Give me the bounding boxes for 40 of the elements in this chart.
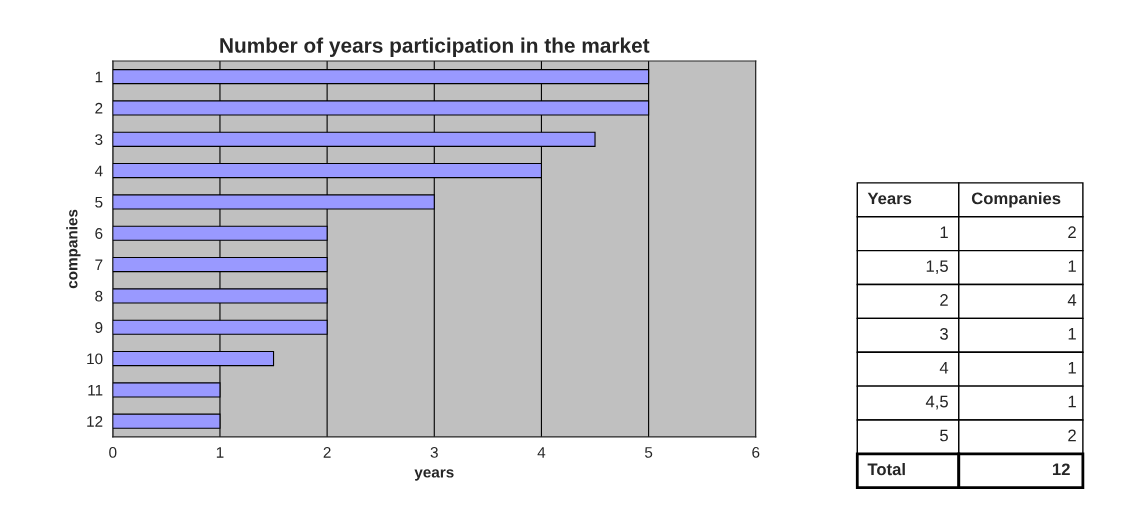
- text: 3: [940, 327, 948, 340]
- text: 1: [1068, 361, 1076, 374]
- y-tick-label: 10: [87, 353, 103, 365]
- text: 1,5: [926, 260, 948, 274]
- y-tick-label: 1: [95, 71, 103, 83]
- x-tick-label: 2: [323, 447, 331, 458]
- text: 1: [1068, 395, 1076, 408]
- y-tick-label: 8: [95, 290, 103, 302]
- x-tick-label: 1: [216, 447, 224, 458]
- x-axis-title: years: [414, 469, 454, 481]
- text: 12: [1052, 463, 1070, 476]
- text: 4,5: [925, 395, 948, 410]
- y-tick-label: 3: [95, 134, 103, 145]
- x-tick-label: 0: [109, 447, 117, 458]
- text: 5: [940, 429, 948, 442]
- x-tick-label: 6: [752, 447, 760, 458]
- y-axis-title: companies: [66, 209, 81, 289]
- x-tick-label: 5: [644, 447, 653, 458]
- text: 1: [1068, 260, 1076, 272]
- y-tick-label: 4: [94, 165, 103, 177]
- text: 1: [940, 226, 948, 238]
- y-tick-label: 6: [95, 228, 103, 239]
- y-tick-label: 2: [95, 102, 103, 114]
- y-tick-label: 11: [88, 384, 103, 396]
- text: Years: [867, 192, 912, 205]
- text: 2: [1068, 226, 1076, 238]
- text: Companies: [971, 192, 1061, 208]
- y-tick-label: 9: [95, 322, 103, 333]
- text: 2: [1068, 429, 1076, 442]
- text: 4: [939, 361, 949, 374]
- text: 4: [1067, 294, 1077, 306]
- x-tick-label: 3: [430, 447, 438, 458]
- text: Total: [867, 462, 905, 476]
- chart-title: Number of years participation in the market: [220, 37, 650, 57]
- text: 1: [1068, 328, 1076, 340]
- y-tick-label: 12: [87, 416, 103, 427]
- text: 2: [940, 294, 948, 306]
- y-tick-label: 7: [95, 259, 103, 271]
- y-tick-label: 5: [95, 196, 103, 208]
- x-tick-label: 4: [537, 447, 546, 458]
